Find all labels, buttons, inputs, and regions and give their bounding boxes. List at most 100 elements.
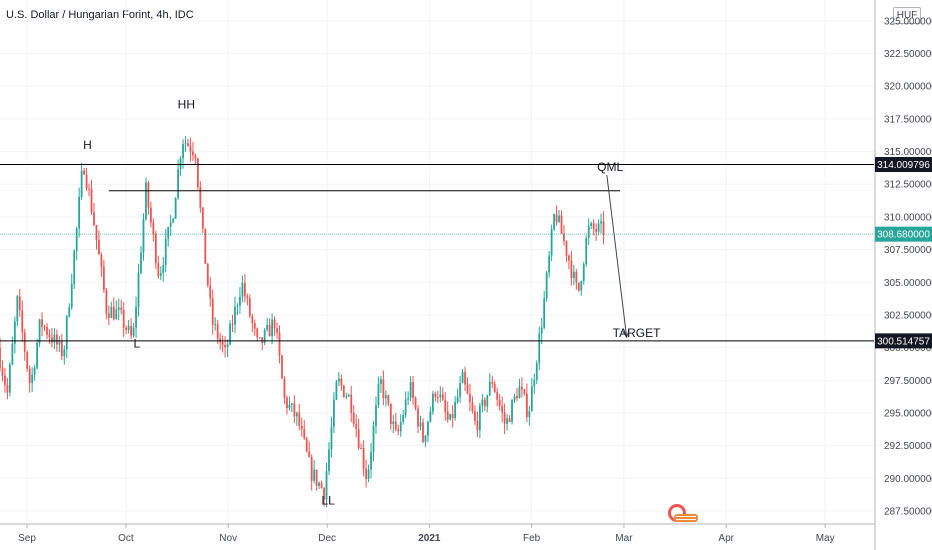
candle-body [0, 347, 1, 369]
y-tick-label: 297.500000 [884, 376, 932, 387]
candle-body [577, 282, 580, 291]
candle-body [199, 187, 202, 208]
candle-body [46, 327, 48, 335]
candle-body [602, 221, 605, 235]
candle-body [357, 429, 360, 448]
candle-body [102, 266, 105, 291]
candle-body [414, 398, 417, 409]
candle-body [337, 378, 340, 382]
candle-body [575, 271, 578, 283]
candle-body [394, 421, 397, 430]
candle-body [192, 151, 194, 156]
candle-body [399, 422, 402, 432]
candle-body [392, 421, 395, 425]
candle-body [251, 316, 254, 324]
last-price-label-bg [875, 226, 932, 242]
candle-body [149, 207, 152, 223]
candle-body [147, 182, 150, 208]
candle-body [592, 223, 595, 230]
candle-body [177, 169, 179, 198]
y-tick-label: 310.000000 [884, 212, 932, 223]
candle-body [553, 214, 555, 230]
annotation-label: H [83, 138, 92, 152]
candle-body [350, 394, 353, 413]
candle-body [375, 405, 377, 427]
candle-body [568, 255, 570, 261]
candle-body [585, 238, 588, 265]
candle-body [256, 328, 259, 338]
candle-body [387, 395, 390, 404]
candle-body [424, 435, 427, 442]
candle-body [60, 340, 63, 357]
candle-body [31, 374, 34, 383]
candle-body [382, 379, 385, 399]
candle-body [201, 207, 204, 229]
candle-body [417, 408, 419, 427]
candle-body [271, 319, 273, 337]
candle-body [355, 423, 358, 430]
annotation-label: L [134, 337, 141, 351]
candle-body [273, 319, 276, 329]
candle-body [41, 319, 43, 327]
candle-body [328, 449, 330, 472]
candle-body [204, 228, 207, 264]
candle-body [179, 158, 182, 170]
candle-body [112, 306, 115, 320]
candle-body [545, 272, 548, 299]
candle-body [412, 382, 414, 399]
annotation-label: HH [178, 97, 195, 111]
candle-body [182, 144, 184, 159]
candle-body [444, 399, 447, 412]
candle-body [461, 372, 464, 384]
candle-body [219, 338, 222, 342]
candle-body [389, 403, 392, 425]
candle-body [157, 263, 160, 276]
candle-body [508, 418, 511, 422]
candle-body [231, 323, 234, 325]
candle-body [90, 189, 93, 213]
candle-body [21, 310, 24, 333]
candle-body [325, 471, 328, 500]
candle-body [384, 395, 387, 399]
candle-body [107, 313, 110, 318]
candle-body [483, 399, 486, 407]
candle-body [125, 327, 128, 330]
candle-body [488, 381, 491, 396]
candle-body [308, 451, 311, 457]
candle-body [174, 197, 177, 219]
candle-body [221, 341, 224, 345]
candle-body [127, 325, 130, 330]
x-tick-label: Dec [318, 533, 336, 544]
candle-body [456, 396, 459, 402]
candle-body [154, 233, 157, 264]
x-tick-label: Nov [219, 533, 237, 544]
candle-body [528, 411, 531, 418]
candle-body [295, 412, 298, 417]
annotation-label: LL [321, 493, 335, 507]
candle-body [258, 337, 261, 339]
candle-body [370, 452, 372, 470]
candle-body [582, 264, 585, 282]
candle-body [135, 306, 137, 328]
candle-body [402, 415, 405, 423]
candle-body [26, 351, 29, 369]
level-label-bg [875, 333, 932, 349]
chart-title: U.S. Dollar / Hungarian Forint, 4h, IDC [6, 9, 194, 21]
candle-body [300, 425, 303, 430]
candle-body [290, 403, 293, 405]
candle-body [345, 396, 348, 398]
candle-body [268, 325, 271, 337]
candle-body [464, 372, 466, 385]
candle-body [145, 182, 147, 220]
candle-body [229, 323, 231, 345]
candle-body [53, 334, 56, 343]
candle-body [434, 393, 437, 397]
candle-body [360, 447, 363, 449]
y-tick-label: 305.000000 [884, 278, 932, 289]
candle-body [496, 392, 499, 400]
currency-badge[interactable]: HUF [893, 7, 921, 24]
candle-body [234, 306, 236, 325]
candle-body [298, 412, 301, 426]
candle-body [241, 283, 244, 297]
